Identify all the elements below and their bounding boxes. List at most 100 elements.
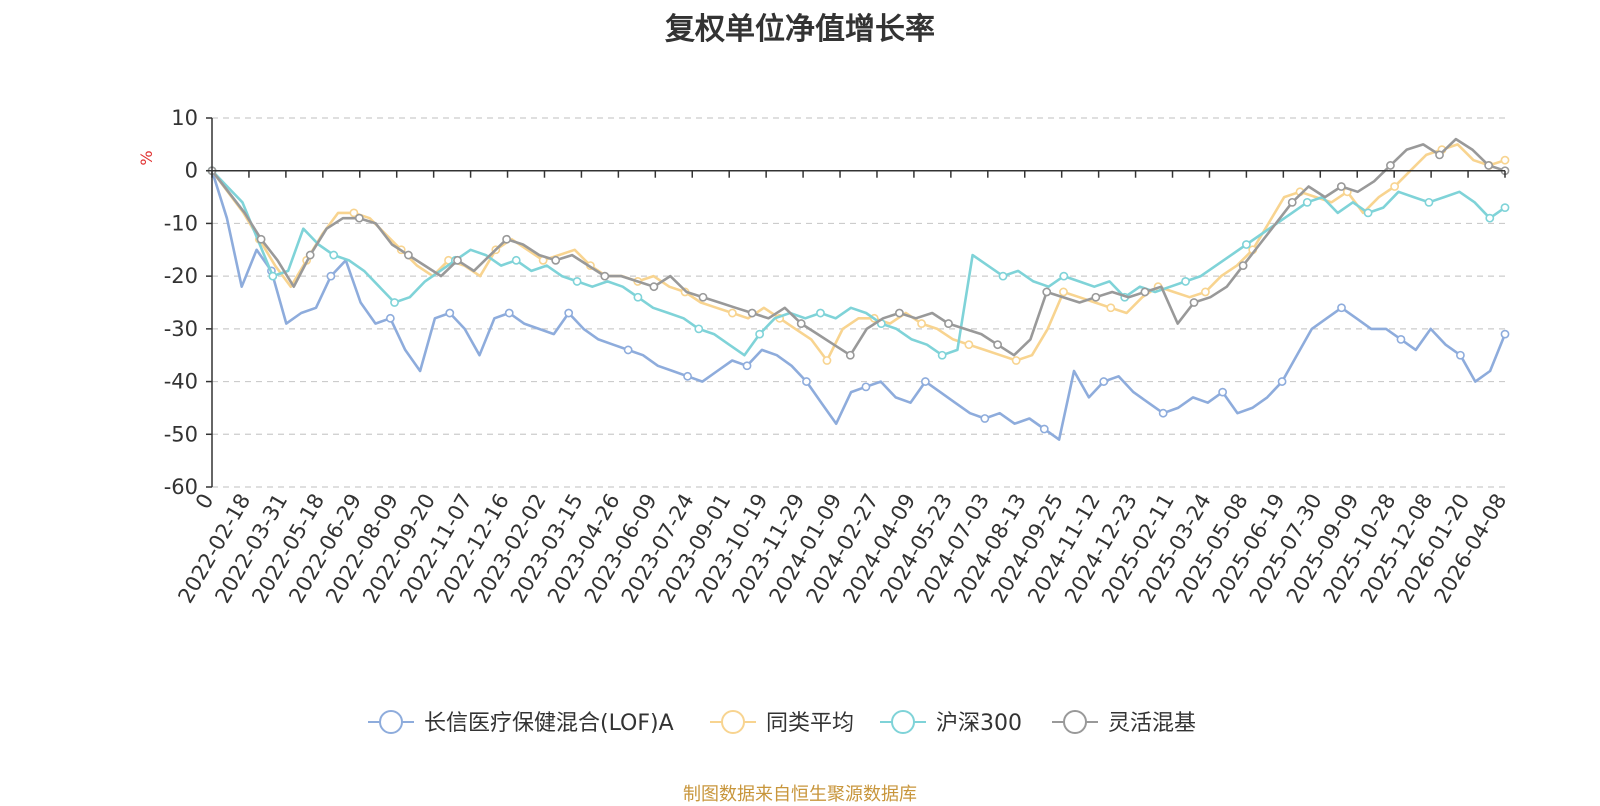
x-tick-label: 0 [191, 490, 218, 514]
data-point-0 [1099, 377, 1109, 386]
data-point-1 [349, 208, 359, 218]
series-line-2 [211, 169, 1506, 357]
y-tick-label: -20 [164, 264, 198, 288]
data-point-3 [698, 292, 708, 302]
data-point-0 [861, 382, 871, 392]
data-point-3 [993, 340, 1003, 350]
data-point-0 [564, 308, 574, 318]
data-point-1 [1390, 182, 1400, 191]
data-point-2 [1242, 240, 1251, 249]
data-point-1 [822, 356, 832, 365]
data-point-2 [937, 350, 947, 360]
data-point-3 [1238, 261, 1248, 270]
data-point-3 [845, 350, 855, 360]
data-point-2 [329, 250, 339, 260]
legend-marker-icon [721, 710, 745, 734]
source-note: 制图数据来自恒生聚源数据库 [683, 784, 917, 805]
series-line-3 [210, 137, 1506, 357]
data-point-3 [305, 250, 315, 260]
data-point-3 [502, 234, 512, 244]
data-point-3 [1484, 161, 1494, 170]
data-point-3 [1336, 182, 1346, 191]
data-point-2 [511, 255, 521, 265]
data-point-3 [747, 308, 757, 318]
data-point-3 [1091, 292, 1101, 302]
data-point-2 [1302, 197, 1312, 207]
y-tick-label: 0 [185, 159, 198, 183]
chart-title: 复权单位净值增长率 [665, 12, 935, 47]
data-point-0 [504, 308, 514, 318]
data-point-1 [1011, 356, 1021, 365]
data-point-3 [1386, 161, 1395, 170]
data-point-0 [326, 271, 336, 281]
data-point-3 [404, 250, 413, 260]
data-point-0 [1396, 334, 1406, 344]
data-point-2 [633, 292, 643, 302]
legend-label: 长信医疗保健混合(LOF)A [424, 711, 674, 736]
legend-label: 同类平均 [766, 711, 854, 736]
data-point-2 [1059, 271, 1069, 281]
data-point-0 [623, 345, 633, 355]
y-tick-label: -50 [164, 422, 198, 446]
series-line-0 [210, 170, 1507, 441]
data-point-3 [1287, 197, 1297, 207]
legend-marker-icon [891, 710, 915, 734]
data-point-2 [572, 277, 582, 286]
data-point-2 [268, 271, 278, 281]
series-line-1 [210, 143, 1506, 362]
legend-marker-icon [379, 710, 403, 734]
data-point-1 [917, 319, 926, 328]
axis-layer: 100-10-20-30-40-50-6002022-02-182022-03-… [164, 106, 1512, 607]
data-point-3 [1189, 298, 1199, 307]
legend-label: 沪深300 [936, 711, 1022, 736]
data-point-0 [1218, 387, 1228, 397]
data-point-0 [445, 308, 455, 318]
y-tick-label: -60 [164, 475, 198, 499]
data-point-0 [742, 361, 752, 371]
data-point-0 [1456, 350, 1465, 360]
data-point-0 [1277, 377, 1287, 386]
data-point-2 [390, 298, 399, 307]
legend-item-2[interactable]: 沪深300 [880, 710, 1022, 736]
data-point-0 [1039, 424, 1049, 434]
data-point-3 [649, 282, 659, 292]
data-point-3 [1042, 287, 1052, 297]
legend-item-0[interactable]: 长信医疗保健混合(LOF)A [368, 710, 674, 736]
data-point-0 [920, 377, 930, 386]
data-point-3 [354, 213, 364, 223]
data-point-1 [964, 340, 974, 350]
data-point-2 [755, 329, 765, 339]
data-point-2 [1424, 197, 1434, 207]
data-point-1 [1106, 303, 1116, 313]
legend-marker-icon [1063, 710, 1087, 734]
data-point-3 [453, 255, 462, 265]
data-point-3 [551, 255, 561, 265]
legend[interactable]: 长信医疗保健混合(LOF)A 同类平均 沪深300 灵活混基 [368, 710, 1196, 736]
data-point-0 [385, 313, 395, 323]
data-point-3 [1435, 150, 1444, 160]
data-point-3 [600, 271, 610, 281]
legend-item-1[interactable]: 同类平均 [710, 710, 854, 736]
data-point-2 [1363, 208, 1373, 218]
data-point-3 [256, 234, 266, 244]
data-point-1 [1059, 287, 1068, 297]
data-point-0 [1500, 329, 1510, 339]
y-axis-label: % [137, 150, 156, 165]
data-point-2 [1181, 277, 1190, 286]
data-point-1 [1201, 287, 1210, 297]
y-tick-label: 10 [171, 106, 198, 130]
data-point-0 [980, 414, 990, 423]
grid-layer [212, 117, 1505, 488]
legend-item-3[interactable]: 灵活混基 [1052, 710, 1196, 736]
y-tick-label: -10 [164, 211, 198, 235]
data-point-2 [816, 308, 825, 318]
data-point-2 [998, 271, 1008, 281]
data-point-3 [944, 319, 953, 328]
legend-label: 灵活混基 [1108, 711, 1196, 736]
data-point-1 [727, 308, 737, 318]
data-point-3 [1140, 287, 1150, 297]
data-point-3 [895, 308, 904, 318]
data-point-0 [802, 377, 811, 386]
data-point-0 [683, 371, 692, 381]
